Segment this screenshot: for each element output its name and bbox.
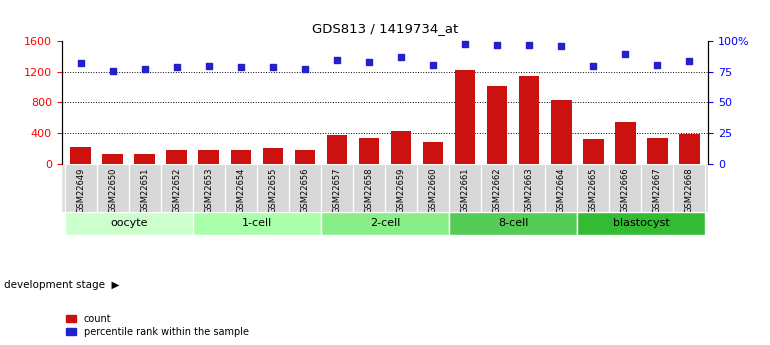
Text: GSM22657: GSM22657 [333,167,341,213]
Text: 2-cell: 2-cell [370,218,400,228]
Bar [454,70,475,164]
Legend: count, percentile rank within the sample: count, percentile rank within the sample [66,314,249,337]
Bar [545,164,578,213]
Bar [102,154,123,164]
Bar [263,148,283,164]
Point [363,59,375,65]
Text: 1-cell: 1-cell [242,218,272,228]
Text: GSM22663: GSM22663 [524,167,534,213]
Point [651,62,663,67]
Text: GSM22656: GSM22656 [300,167,310,213]
Bar [257,164,289,213]
Point [203,63,215,69]
Bar [578,164,609,213]
Point [75,61,87,66]
Point [299,67,311,72]
Bar [673,164,705,213]
Text: GSM22667: GSM22667 [653,167,661,213]
Text: 8-cell: 8-cell [498,218,528,228]
Bar [641,164,673,213]
Point [555,43,567,49]
Text: GSM22651: GSM22651 [140,167,149,213]
Point [459,41,471,47]
Bar [423,142,444,164]
Text: GSM22661: GSM22661 [460,167,470,213]
Bar [65,213,192,235]
Point [139,67,151,72]
Text: development stage  ▶: development stage ▶ [4,280,119,289]
Bar [321,164,353,213]
Bar [609,164,641,213]
Bar [97,164,129,213]
Point [619,51,631,56]
Bar [199,150,219,164]
Text: GSM22658: GSM22658 [364,167,373,213]
Text: GSM22668: GSM22668 [685,167,694,213]
Bar [129,164,161,213]
Bar [353,164,385,213]
Bar [192,213,321,235]
Bar [487,87,507,164]
Text: GSM22665: GSM22665 [588,167,598,213]
Point [683,58,695,64]
Text: blastocyst: blastocyst [613,218,670,228]
Bar [519,76,540,164]
Point [491,42,504,48]
Bar [321,213,449,235]
Bar [359,138,380,164]
Text: GSM22659: GSM22659 [397,167,406,213]
Bar [551,100,571,164]
Bar [583,139,604,164]
Bar [449,164,481,213]
Bar [417,164,449,213]
Bar [289,164,321,213]
Bar [65,164,97,213]
Point [523,42,535,48]
Point [331,57,343,62]
Point [587,63,599,69]
Bar [385,164,417,213]
Bar [70,147,91,164]
Bar [192,164,225,213]
Point [266,64,279,70]
Bar [647,138,668,164]
Bar [578,213,705,235]
Bar [166,150,187,164]
Text: GSM22666: GSM22666 [621,167,630,213]
Text: oocyte: oocyte [110,218,148,228]
Text: GSM22655: GSM22655 [269,167,277,213]
Bar [295,150,316,164]
Bar [679,134,700,164]
Bar [161,164,192,213]
Bar [513,164,545,213]
Bar [230,150,251,164]
Text: GSM22660: GSM22660 [429,167,437,213]
Bar [614,121,635,164]
Point [395,55,407,60]
Text: GSM22662: GSM22662 [493,167,501,213]
Text: GSM22652: GSM22652 [172,167,182,213]
Point [107,68,119,73]
Bar [135,154,156,164]
Bar [225,164,257,213]
Bar [449,213,578,235]
Text: GSM22650: GSM22650 [109,167,117,213]
Point [171,64,183,70]
Text: GDS813 / 1419734_at: GDS813 / 1419734_at [312,22,458,36]
Point [427,62,439,67]
Bar [326,135,347,164]
Point [235,64,247,70]
Bar [481,164,513,213]
Text: GSM22653: GSM22653 [204,167,213,213]
Bar [390,131,411,164]
Text: GSM22649: GSM22649 [76,167,85,213]
Text: GSM22654: GSM22654 [236,167,246,213]
Text: GSM22664: GSM22664 [557,167,566,213]
